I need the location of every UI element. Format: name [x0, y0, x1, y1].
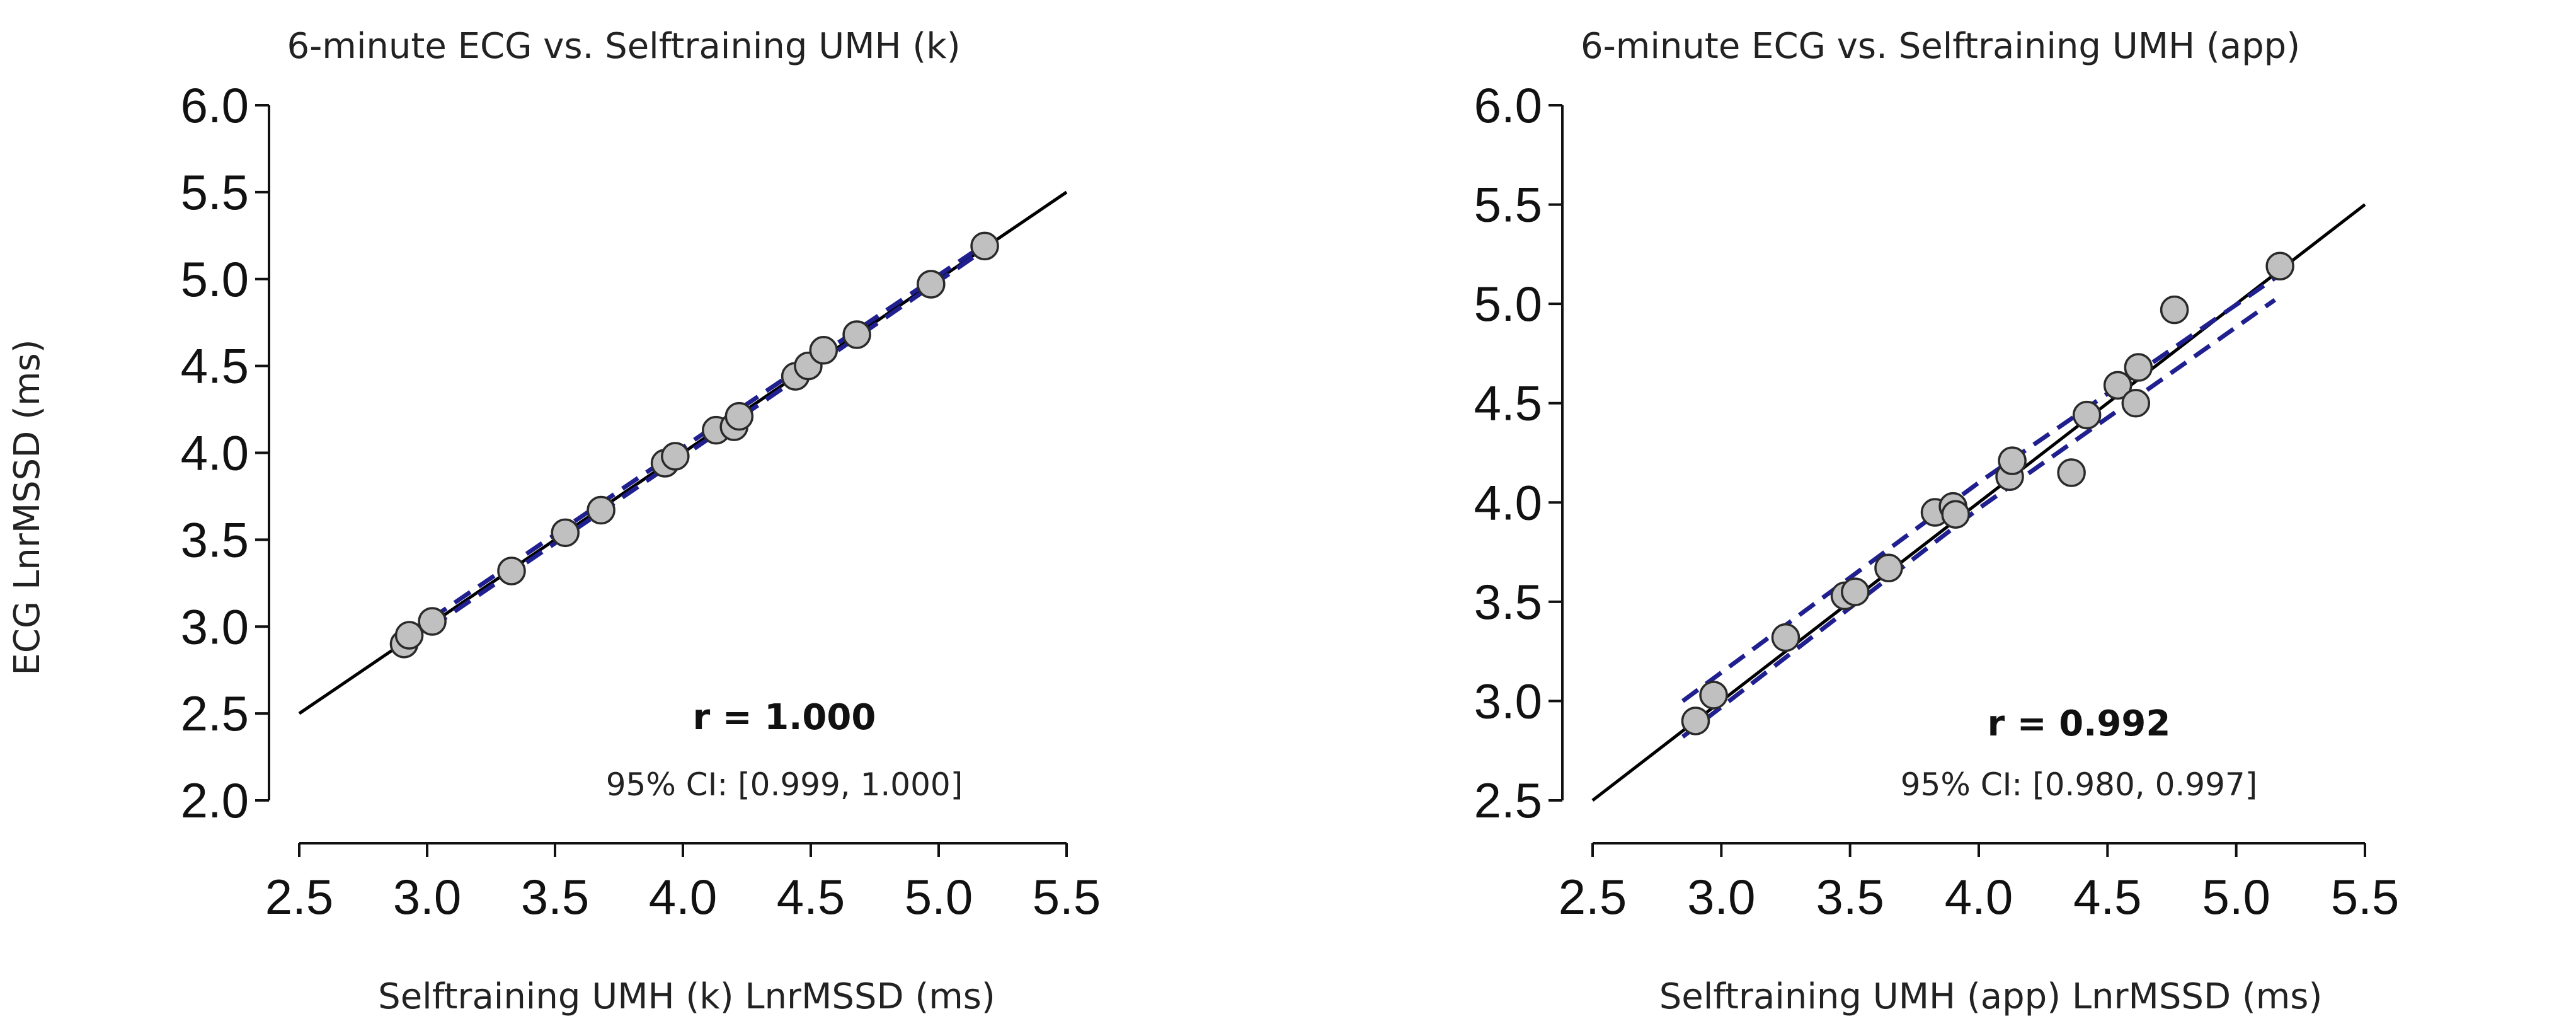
- y-tick-label: 3.0: [181, 599, 249, 654]
- chart-title: 6-minute ECG vs. Selftraining UMH (k): [287, 26, 960, 67]
- data-point: [2265, 251, 2294, 281]
- x-axis-label: Selftraining UMH (app) LnrMSSD (ms): [1659, 976, 2323, 1017]
- x-tick-label: 5.5: [1033, 869, 1101, 925]
- y-tick-label: 4.0: [181, 425, 249, 481]
- data-point: [1771, 623, 1800, 652]
- x-tick-label: 3.0: [393, 869, 461, 925]
- data-point: [842, 320, 871, 349]
- data-point: [2057, 458, 2086, 487]
- correlation-value: r = 1.000: [693, 697, 876, 738]
- y-tick-label: 2.5: [1474, 773, 1542, 828]
- data-point: [2072, 400, 2102, 430]
- x-tick-label: 2.5: [1559, 869, 1627, 925]
- x-tick-label: 3.5: [1816, 869, 1884, 925]
- data-point: [1874, 553, 1903, 583]
- y-tick-label: 4.5: [1474, 376, 1542, 431]
- data-point: [497, 556, 526, 585]
- data-point: [1941, 500, 1970, 529]
- x-tick-label: 5.0: [2202, 869, 2270, 925]
- data-point: [661, 442, 690, 471]
- ci-band-line: [405, 247, 987, 646]
- chart-title: 6-minute ECG vs. Selftraining UMH (app): [1581, 26, 2300, 67]
- y-axis-label: ECG LnrMSSD (ms): [7, 339, 48, 675]
- y-tick-label: 2.0: [181, 773, 249, 828]
- chart-panel-app: 6-minute ECG vs. Selftraining UMH (app) …: [1474, 26, 2400, 1017]
- ci-band-line: [1681, 297, 2276, 739]
- data-point: [2124, 353, 2153, 382]
- x-tick-label: 3.5: [521, 869, 589, 925]
- plot-area: 2.5 3.0 3.5 4.0 4.5 5.0 5.5 2.5 3.0 3.5 4.0 4.5 5.0 5…: [1474, 78, 2400, 925]
- y-tick-label: 6.0: [1474, 78, 1542, 133]
- data-point: [917, 270, 946, 299]
- x-tick-label: 4.5: [777, 869, 845, 925]
- confidence-interval: 95% CI: [0.980, 0.997]: [1901, 766, 2258, 803]
- x-tick-label: 5.5: [2331, 869, 2399, 925]
- x-tick-label: 4.5: [2073, 869, 2141, 925]
- data-point: [724, 401, 754, 431]
- chart-panel-k: 6-minute ECG vs. Selftraining UMH (k) Se…: [7, 26, 1101, 1017]
- y-tick-label: 3.0: [1474, 673, 1542, 729]
- y-tick-label: 5.5: [1474, 177, 1542, 233]
- x-tick-label: 4.0: [649, 869, 717, 925]
- x-tick-label: 2.5: [265, 869, 333, 925]
- data-point: [1681, 706, 1710, 735]
- correlation-value: r = 0.992: [1988, 703, 2171, 744]
- data-point: [970, 231, 999, 261]
- x-axis-label: Selftraining UMH (k) LnrMSSD (ms): [378, 976, 995, 1017]
- data-point: [2121, 388, 2151, 418]
- x-tick-label: 4.0: [1945, 869, 2013, 925]
- data-point: [587, 495, 615, 525]
- y-tick-label: 5.0: [1474, 276, 1542, 331]
- plot-area: 2.5 3.0 3.5 4.0 4.5 5.0 5.5 2.0 2.5 3.0 3.5 4.0 4.5 5…: [181, 78, 1101, 925]
- data-point: [418, 607, 447, 636]
- y-tick-label: 4.5: [181, 338, 249, 394]
- data-point: [394, 621, 424, 650]
- x-tick-label: 5.0: [905, 869, 973, 925]
- y-tick-label: 2.5: [181, 686, 249, 741]
- x-tick-label: 3.0: [1687, 869, 1755, 925]
- y-tick-label: 3.5: [1474, 574, 1542, 630]
- data-point: [1699, 681, 1728, 710]
- data-point: [1998, 446, 2027, 475]
- y-tick-label: 6.0: [181, 78, 249, 133]
- y-tick-label: 5.0: [181, 251, 249, 307]
- data-point: [809, 336, 839, 365]
- y-tick-label: 5.5: [181, 164, 249, 220]
- confidence-interval: 95% CI: [0.999, 1.000]: [606, 766, 963, 803]
- data-point: [2103, 371, 2132, 400]
- data-point: [551, 518, 580, 548]
- data-point: [2160, 295, 2189, 325]
- y-tick-label: 4.0: [1474, 475, 1542, 530]
- ci-band-line: [405, 242, 987, 637]
- data-point: [1841, 577, 1870, 606]
- y-tick-label: 3.5: [181, 512, 249, 567]
